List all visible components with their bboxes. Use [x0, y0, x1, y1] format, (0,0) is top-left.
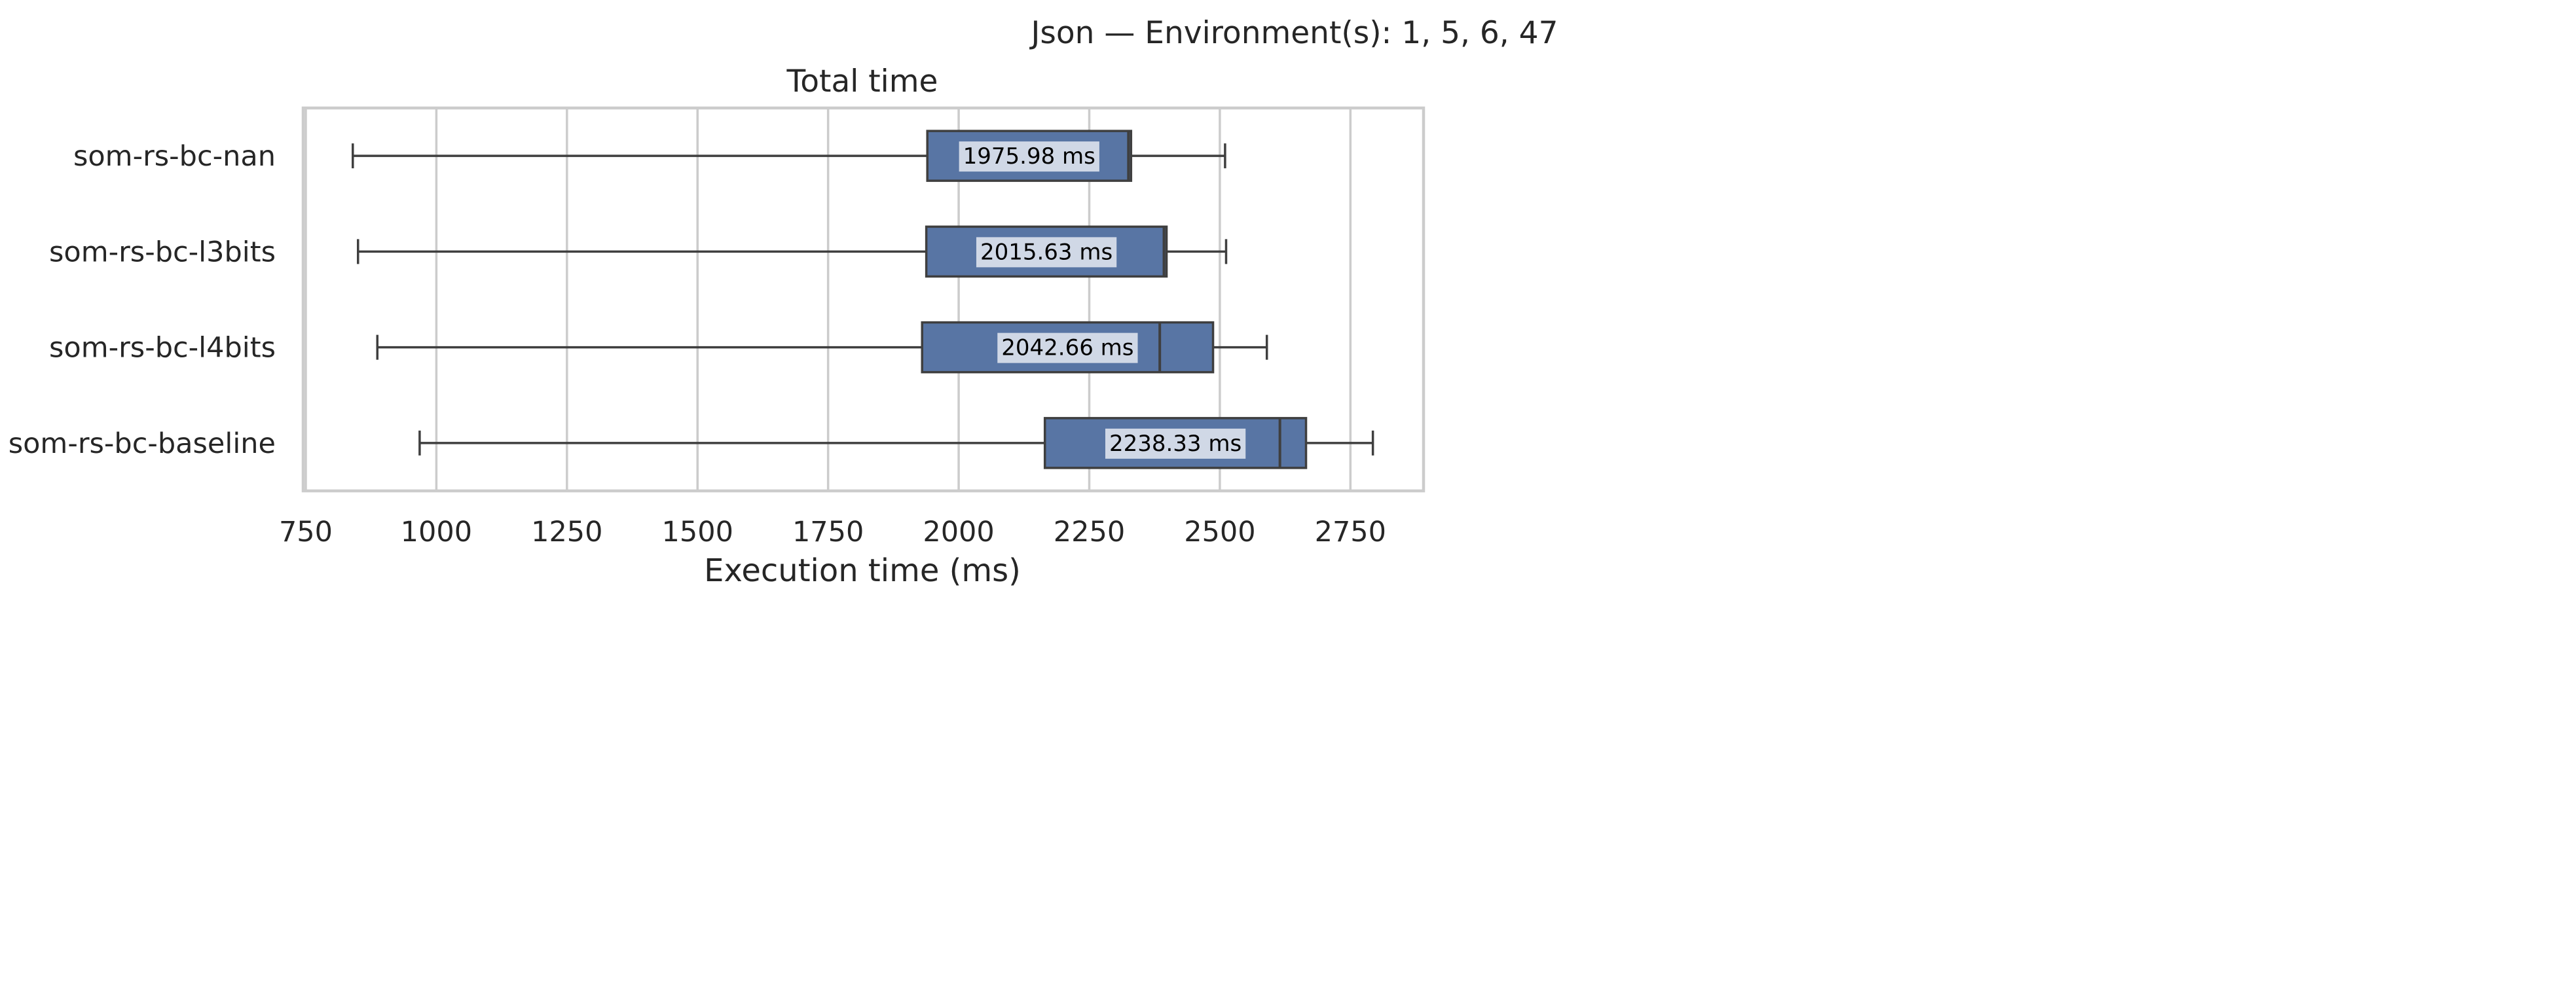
- mean-label-background: [976, 237, 1117, 268]
- x-tick-label: 1750: [792, 516, 864, 548]
- x-tick-labels: 750 1000 1250 1500 1750 2000 2250 2500 2750: [279, 516, 1386, 548]
- figure-suptitle: Json — Environment(s): 1, 5, 6, 47: [1029, 15, 1558, 51]
- mean-label: 2015.63 ms: [980, 239, 1113, 265]
- category-label: som-rs-bc-baseline: [9, 427, 276, 460]
- mean-label-background: [1105, 428, 1246, 459]
- mean-label-background: [959, 141, 1099, 172]
- x-tick-label: 750: [279, 516, 333, 548]
- chart-title: Total time: [786, 63, 938, 99]
- plot-frame: [301, 106, 1426, 493]
- mean-label-background: [997, 332, 1138, 363]
- x-tick-label: 2250: [1054, 516, 1125, 548]
- x-tick-label: 2000: [923, 516, 994, 548]
- mean-label: 1975.98 ms: [963, 143, 1095, 170]
- x-tick-label: 1000: [401, 516, 472, 548]
- box: [1043, 417, 1308, 469]
- category-label: som-rs-bc-l4bits: [49, 332, 276, 365]
- category-labels: som-rs-bc-nan som-rs-bc-l3bits som-rs-bc-l…: [9, 140, 276, 460]
- x-tick-label: 1500: [662, 516, 733, 548]
- data-labels: 1975.98 ms 2015.63 ms 2042.66 ms 2238.33 ms: [959, 141, 1246, 459]
- mean-label: 2238.33 ms: [1109, 431, 1242, 457]
- category-label: som-rs-bc-l3bits: [49, 236, 276, 268]
- x-tick-label: 2750: [1315, 516, 1386, 548]
- x-tick-label: 1250: [531, 516, 602, 548]
- category-label: som-rs-bc-nan: [73, 140, 276, 173]
- mean-label: 2042.66 ms: [1001, 335, 1133, 361]
- x-tick-label: 2500: [1184, 516, 1255, 548]
- x-axis-label: Execution time (ms): [704, 552, 1021, 589]
